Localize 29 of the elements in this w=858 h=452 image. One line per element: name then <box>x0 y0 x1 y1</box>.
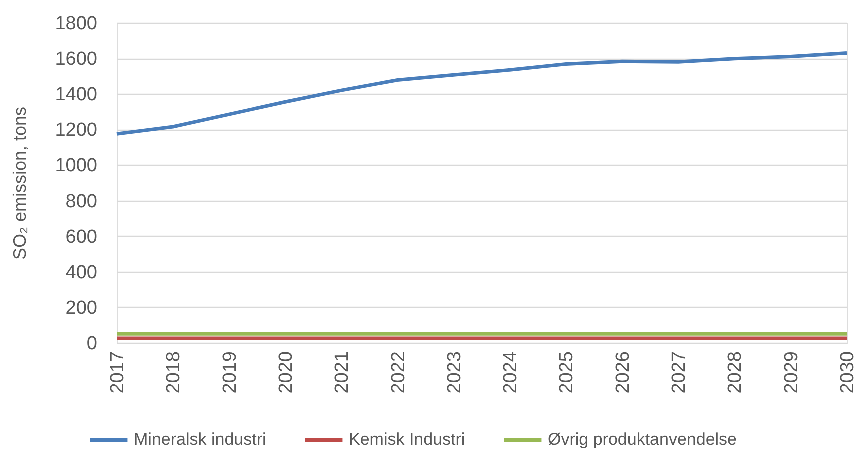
x-tick-label: 2023 <box>444 352 466 394</box>
y-tick-label: 600 <box>66 226 98 248</box>
x-tick-label: 2019 <box>220 352 241 394</box>
y-axis-title: SO₂ emission, tons <box>10 106 30 260</box>
x-tick-label: 2028 <box>725 352 746 394</box>
x-tick-label: 2030 <box>838 352 858 394</box>
x-tick-label: 2021 <box>332 352 354 394</box>
y-tick-label: 1200 <box>55 120 98 142</box>
y-tick-label: 1000 <box>55 156 98 177</box>
x-tick-label: 2020 <box>276 352 297 394</box>
y-tick-label: 1400 <box>55 84 98 106</box>
legend-label: Mineralsk industri <box>134 430 266 449</box>
x-tick-label: 2026 <box>612 352 634 394</box>
x-tick-label: 2022 <box>388 352 410 394</box>
x-tick-label: 2029 <box>781 352 802 394</box>
x-tick-label: 2024 <box>500 351 522 394</box>
y-tick-label: 1600 <box>55 49 98 70</box>
legend-label: Kemisk Industri <box>349 430 466 449</box>
y-tick-label: 200 <box>66 298 98 319</box>
x-tick-label: 2025 <box>556 352 578 394</box>
x-tick-label: 2017 <box>108 352 128 394</box>
y-tick-label: 800 <box>66 191 98 212</box>
y-tick-label: 0 <box>86 334 98 354</box>
x-tick-label: 2018 <box>164 352 185 394</box>
y-tick-label: 400 <box>66 262 98 284</box>
line-series <box>115 51 849 136</box>
legend-label: Øvrig produktanvendelse <box>548 430 738 449</box>
y-tick-label: 1800 <box>55 14 98 34</box>
x-tick-label: 2027 <box>669 352 690 394</box>
